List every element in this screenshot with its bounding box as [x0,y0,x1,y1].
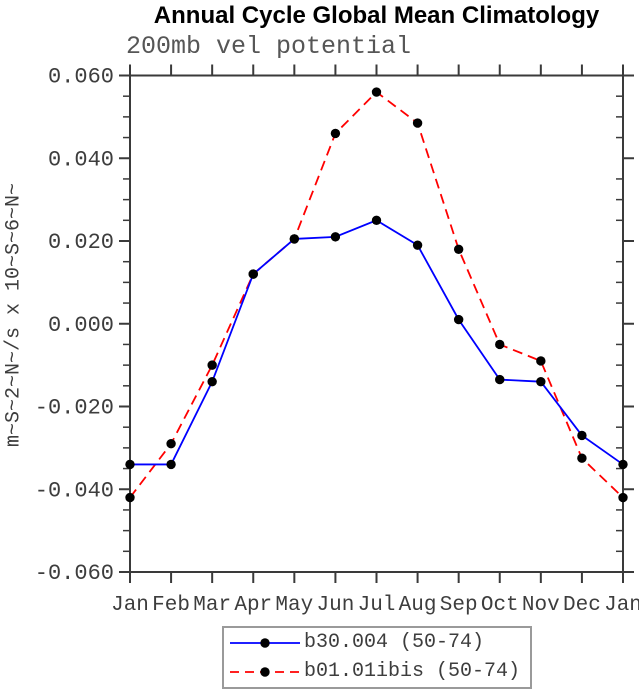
data-point-marker-s0 [412,240,423,250]
data-point-marker-s1 [618,492,628,503]
legend-label-b30: b30.004 (50-74) [304,631,485,655]
data-point-marker-s1 [207,360,217,370]
data-point-marker-s0 [495,374,505,385]
x-axis-tick-label: Feb [152,594,190,617]
data-point-marker-s0 [330,232,341,242]
y-axis-tick-label: 0.020 [48,230,114,255]
x-axis-tick-label: Jun [317,594,355,617]
legend-label-b01: b01.01ibis (50-74) [304,659,521,683]
legend-marker-icon [260,667,270,677]
data-point-marker-s0 [453,314,464,325]
data-point-marker-s0 [207,376,217,387]
data-point-marker-s1 [495,339,505,350]
legend-marker-icon [260,638,270,648]
x-axis-tick-label: May [275,594,313,617]
series-line-1 [129,90,624,499]
data-point-marker-s0 [577,430,587,441]
chart-title: Annual Cycle Global Mean Climatology [153,2,600,29]
chart-subtitle: 200mb vel potential [126,32,412,61]
x-axis-tick-label: Jan [604,594,639,617]
x-axis-tick-label: Jan [111,594,149,617]
data-point-marker-s0 [618,459,628,470]
y-axis-tick-label: -0.040 [35,478,114,503]
legend-item-b30: b30.004 (50-74) [228,630,530,657]
data-point-marker-s1 [166,439,176,449]
y-axis-tick-label: -0.060 [35,561,114,586]
y-axis-tick-label: 0.000 [48,313,114,338]
x-axis-tick-label: Dec [563,594,601,617]
data-point-marker-s0 [371,215,382,226]
x-axis-tick-label: Mar [193,594,231,617]
y-axis-tick-label: -0.020 [35,396,114,421]
data-point-marker-s1 [125,492,135,503]
data-point-marker-s1 [248,269,258,279]
data-point-marker-s1 [453,244,464,254]
legend-swatch-solid-blue [230,638,300,648]
plot-frame [129,74,624,573]
x-axis-tick-label: Oct [481,594,519,617]
legend-box: b30.004 (50-74) b01.01ibis (50-74) [222,626,532,689]
data-point-marker-s1 [536,356,546,366]
x-axis-tick-label: Aug [399,594,437,617]
data-point-marker-s1 [371,87,382,97]
data-point-marker-s0 [125,459,135,470]
x-axis-tick-label: Sep [440,594,478,617]
x-axis-tick-label: Nov [522,594,560,617]
data-point-marker-s1 [289,234,300,244]
y-axis-tick-label: 0.040 [48,147,114,172]
data-point-marker-s0 [166,459,176,470]
data-point-marker-s1 [330,128,341,139]
data-point-marker-s1 [577,453,587,463]
x-axis-tick-label: Jul [358,594,396,617]
series-line-0 [130,219,624,466]
x-axis-tick-label: Apr [234,594,272,617]
legend-swatch-dashed-red [230,667,300,677]
legend-item-b01: b01.01ibis (50-74) [228,658,530,685]
y-axis-tick-label: 0.060 [48,65,114,90]
data-point-marker-s0 [536,376,546,387]
data-point-marker-s1 [412,118,423,128]
